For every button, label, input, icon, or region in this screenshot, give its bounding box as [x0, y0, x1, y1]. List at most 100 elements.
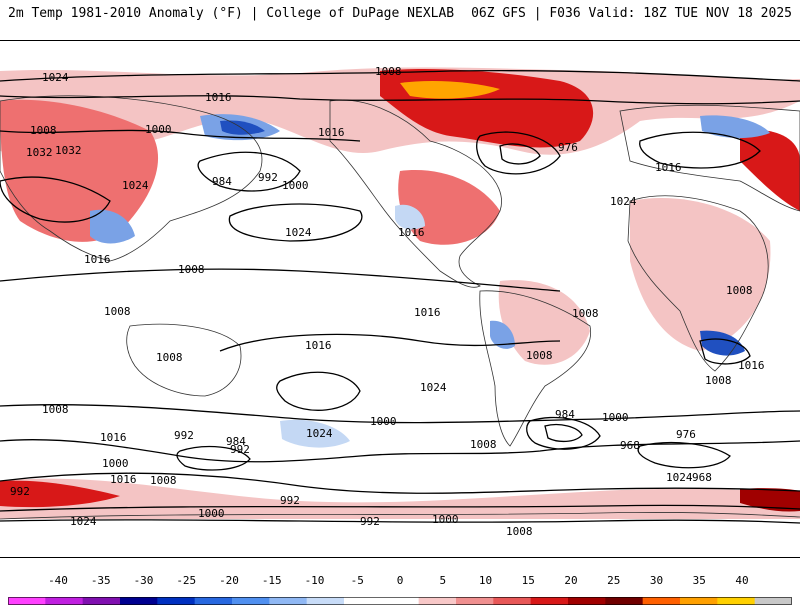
colorbar-tick-label: -40	[48, 574, 68, 587]
isobar-label: 1016	[110, 473, 137, 486]
cold-anomaly-southpac	[280, 419, 350, 448]
isobar-line	[476, 131, 561, 175]
isobar-line	[699, 338, 751, 365]
isobar-label: 1016	[398, 226, 425, 239]
isobar-label: 984	[212, 175, 232, 188]
colorbar-swatch	[82, 597, 121, 605]
isobar-label: 1008	[42, 403, 69, 416]
isobar-label: 1016	[318, 126, 345, 139]
cold-anomaly-usa	[395, 204, 425, 230]
coast-africa	[627, 195, 769, 372]
colorbar-tick-label: 30	[649, 574, 664, 587]
isobar-label: 1016	[655, 161, 682, 174]
cold-anomaly-africa-south	[700, 330, 745, 356]
colorbar-tick-label: -30	[133, 574, 154, 587]
isobar-line	[639, 131, 761, 169]
isobar-label: 992	[10, 485, 30, 498]
isobar-line	[0, 404, 800, 424]
colorbar-tick-label: -10	[304, 574, 325, 587]
isobar-label: 1032	[55, 144, 82, 157]
isobar-label: 992	[230, 443, 250, 456]
colorbar-swatch	[493, 597, 532, 605]
isobar-label: 1008	[150, 474, 177, 487]
isobar-label: 1024	[420, 381, 447, 394]
isobar-label: 976	[676, 428, 696, 441]
colorbar-tick-label: 35	[692, 574, 706, 587]
isobar-label: 1008	[470, 438, 497, 451]
colorbar-swatch	[605, 597, 644, 605]
model-run-info: 06Z GFS | F036 Valid: 18Z TUE NOV 18 202…	[471, 6, 792, 21]
colorbar-swatch	[456, 597, 494, 605]
coastlines	[0, 95, 800, 520]
isobar-line	[0, 472, 800, 494]
colorbar-swatch	[344, 597, 382, 605]
isobar-label: 1016	[84, 253, 111, 266]
isobar-label: 968	[620, 439, 640, 452]
isobar-label: 984	[226, 435, 246, 448]
colorbar-swatch	[306, 597, 345, 605]
isobar-line	[526, 416, 601, 450]
anomaly-map: 1024 1016 1008 1000 1032 984 992 976 968…	[0, 40, 800, 558]
isobar-label: 1008	[30, 124, 57, 137]
isobar-line	[0, 268, 561, 292]
isobar-label: 1024	[285, 226, 312, 239]
isobar-label: 992	[360, 515, 380, 528]
warm-anomaly-asia	[0, 99, 159, 242]
isobar-label: 1000	[102, 457, 129, 470]
colorbar-swatch	[269, 597, 308, 605]
isobar-label: 1016	[738, 359, 765, 372]
isobar-label: 1008	[178, 263, 205, 276]
warm-anomaly-africa	[630, 197, 771, 351]
isobar-label: 1008	[104, 305, 131, 318]
colorbar	[8, 590, 793, 605]
colorbar-tick-label: -25	[176, 574, 197, 587]
isobar-label: 992	[280, 494, 300, 507]
coast-eurasia	[0, 95, 263, 262]
colorbar-tick-label: -35	[90, 574, 111, 587]
colorbar-swatch	[8, 597, 46, 605]
isobar-labels: 1024 1016 1008 1000 1032 984 992 976 968…	[10, 65, 765, 538]
isobar-line	[637, 441, 731, 469]
isobar-label: 976	[558, 141, 578, 154]
isobar-label: 1008	[375, 65, 402, 78]
isobar-label: 1008	[506, 525, 533, 538]
isobar-line	[0, 70, 800, 82]
colorbar-tick-label: 20	[564, 574, 578, 587]
isobar-label: 1000	[432, 513, 459, 526]
cold-anomaly-andes	[490, 320, 515, 349]
isobar-label: 1000	[198, 507, 225, 520]
isobar-label: 1024	[122, 179, 149, 192]
warm-anomaly-south-strong	[0, 480, 120, 508]
colorbar-tick-label: 25	[607, 574, 621, 587]
colorbar-swatch	[120, 597, 158, 605]
colorbar-swatch	[717, 597, 756, 605]
colorbar-tick-label: 5	[439, 574, 447, 587]
colorbar-tick-label: 40	[735, 574, 749, 587]
isobar-label: 1016	[305, 339, 332, 352]
isobar-label: 1024	[306, 427, 333, 440]
warm-anomaly-europe	[740, 129, 800, 211]
hot-anomaly-arctic	[400, 81, 500, 99]
coast-south-america	[479, 290, 592, 447]
isobar-label: 1008	[526, 349, 553, 362]
isobar-label: 1008	[572, 307, 599, 320]
colorbar-tick-label: 0	[396, 574, 404, 587]
isobar-label: 1016	[205, 91, 232, 104]
cold-anomaly-scandinavia	[700, 115, 770, 139]
isobar-line	[0, 439, 800, 463]
isobar-line	[197, 151, 301, 192]
colorbar-swatch	[418, 597, 457, 605]
colorbar-tick-label: -20	[219, 574, 239, 587]
colorbar-swatch	[754, 597, 793, 605]
isobar-line	[0, 519, 800, 524]
colorbar-swatch	[680, 597, 718, 605]
isobar-label: 1000	[145, 123, 172, 136]
isobar-line	[228, 203, 363, 242]
map-title: 2m Temp 1981-2010 Anomaly (°F) | College…	[8, 6, 455, 21]
colorbar-swatch	[232, 597, 270, 605]
colorbar-swatch	[157, 597, 196, 605]
colorbar-tick-label: -5	[350, 574, 364, 587]
isobar-label: 1016	[414, 306, 441, 319]
isobar-label: 1016	[100, 431, 127, 444]
colorbar-swatch	[568, 597, 606, 605]
